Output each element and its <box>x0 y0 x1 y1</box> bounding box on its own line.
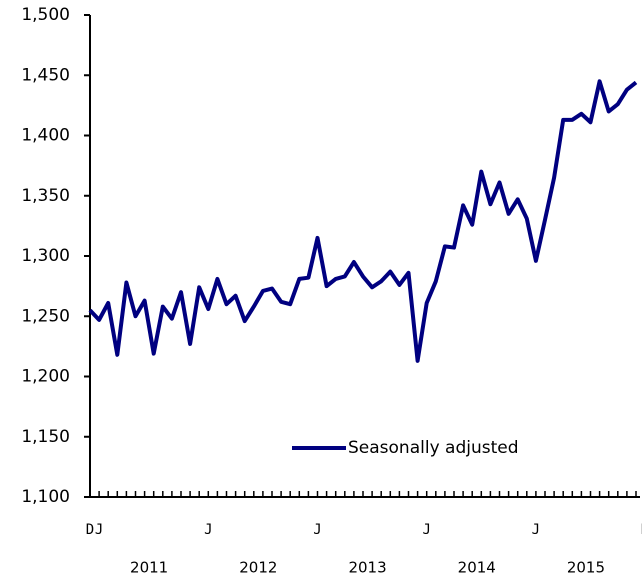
x-tick-label: D <box>641 522 642 538</box>
year-label: 2012 <box>239 559 277 577</box>
x-tick-label: J <box>313 522 321 538</box>
x-tick-label: J <box>532 522 540 538</box>
year-label: 2013 <box>348 559 386 577</box>
y-tick-label: 1,350 <box>21 186 70 206</box>
x-tick-label: J <box>422 522 430 538</box>
y-tick-label: 1,300 <box>21 246 70 266</box>
x-tick-label: D <box>86 522 94 538</box>
y-tick-label: 1,250 <box>21 306 70 326</box>
y-tick-label: 1,150 <box>21 427 70 447</box>
x-tick-label: J <box>95 522 103 538</box>
y-tick-label: 1,400 <box>21 126 70 146</box>
x-tick-label: J <box>204 522 212 538</box>
year-label: 2015 <box>567 559 605 577</box>
year-label: 2011 <box>130 559 168 577</box>
y-tick-label: 1,500 <box>21 5 70 25</box>
y-tick-label: 1,450 <box>21 65 70 85</box>
legend-label: Seasonally adjusted <box>348 438 519 458</box>
y-tick-label: 1,200 <box>21 367 70 387</box>
data-line <box>88 79 638 363</box>
y-tick-label: 1,100 <box>21 487 70 507</box>
year-label: 2014 <box>458 559 496 577</box>
